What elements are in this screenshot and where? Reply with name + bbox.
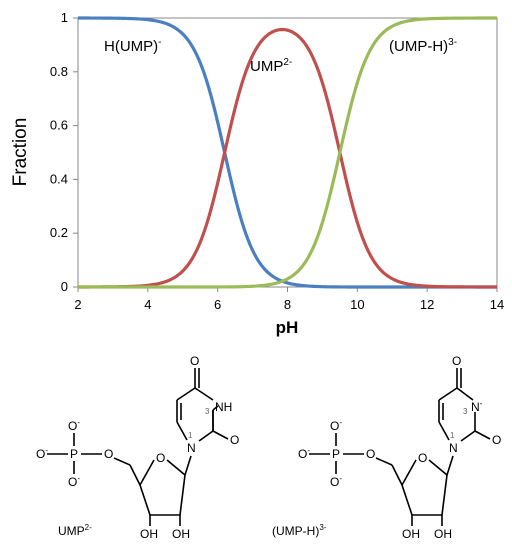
uracil-o2-2: O <box>492 433 501 447</box>
x-axis-title: pH <box>276 318 299 337</box>
y-tick-label: 0.6 <box>50 118 68 133</box>
uracil-o4: O <box>190 354 199 368</box>
phosphate-o-bottom: O- <box>68 474 80 489</box>
y-tick-label: 1 <box>61 10 68 25</box>
phosphate-o-top-2: O- <box>330 418 342 433</box>
series-ump-h-line <box>78 16 497 289</box>
series-layer <box>78 16 497 289</box>
x-tick-label: 14 <box>490 297 504 312</box>
ump-structure: P O- O- O- O O OH OH N 1 O NH 3 <box>36 354 239 541</box>
series-ump-line <box>78 27 497 289</box>
y-tick-label: 0.2 <box>50 225 68 240</box>
x-tick-label: 4 <box>144 297 151 312</box>
ribose-o-2: O <box>418 451 427 465</box>
y-tick-label: 0 <box>61 279 68 294</box>
y-axis-title: Fraction <box>10 118 31 187</box>
ribose-oh-3: OH <box>172 527 190 541</box>
uracil-label-1b: 1 <box>450 431 455 440</box>
axes-ticks: 2 4 6 8 10 12 14 0 0.2 0.4 0.6 0.8 1 <box>50 10 504 312</box>
phosphate-o-ester-2: O <box>366 447 375 461</box>
phosphate-o-ester: O <box>104 447 113 461</box>
phosphate-o-left: O- <box>36 446 48 461</box>
phosphate-o-bottom-2: O- <box>330 474 342 489</box>
ribose-oh-3b: OH <box>434 527 452 541</box>
y-tick-label: 0.4 <box>50 171 68 186</box>
x-tick-label: 12 <box>420 297 434 312</box>
x-tick-label: 8 <box>284 297 291 312</box>
uracil-label-1: 1 <box>188 431 193 440</box>
uracil-o4-2: O <box>452 354 461 368</box>
ribose-o: O <box>156 451 165 465</box>
uracil-n1-2: N <box>449 441 458 455</box>
uracil-o2: O <box>230 433 239 447</box>
structure-panel: P O- O- O- O O OH OH N 1 O NH 3 <box>36 354 501 541</box>
ump-caption: UMP2- <box>58 523 92 538</box>
x-tick-label: 2 <box>74 297 81 312</box>
ump-h-structure: P O- O- O- O O OH OH N 1 O N- 3 O <box>272 354 501 541</box>
x-tick-label: 6 <box>214 297 221 312</box>
uracil-label-3b: 3 <box>463 407 468 416</box>
fraction-vs-ph-chart: 2 4 6 8 10 12 14 0 0.2 0.4 0.6 0.8 1 pH Fraction H(U… <box>10 10 504 337</box>
uracil-label-3: 3 <box>205 407 210 416</box>
ribose-oh-2: OH <box>140 527 158 541</box>
phosphate-p: P <box>70 447 78 461</box>
ribose-oh-2b: OH <box>402 527 420 541</box>
uracil-n3h: NH <box>215 400 232 414</box>
phosphate-o-top: O- <box>68 418 80 433</box>
x-tick-label: 10 <box>350 297 364 312</box>
phosphate-o-left-2: O- <box>298 446 310 461</box>
uracil-n3-minus: N- <box>471 399 483 414</box>
phosphate-p-2: P <box>332 447 340 461</box>
annotation-h-ump: H(UMP)- <box>104 37 162 55</box>
annotation-ump-h: (UMP-H)3- <box>389 37 457 55</box>
ump-h-caption: (UMP-H)3- <box>272 523 327 538</box>
annotation-ump: UMP2- <box>250 57 292 75</box>
uracil-n1: N <box>187 441 196 455</box>
y-tick-label: 0.8 <box>50 64 68 79</box>
